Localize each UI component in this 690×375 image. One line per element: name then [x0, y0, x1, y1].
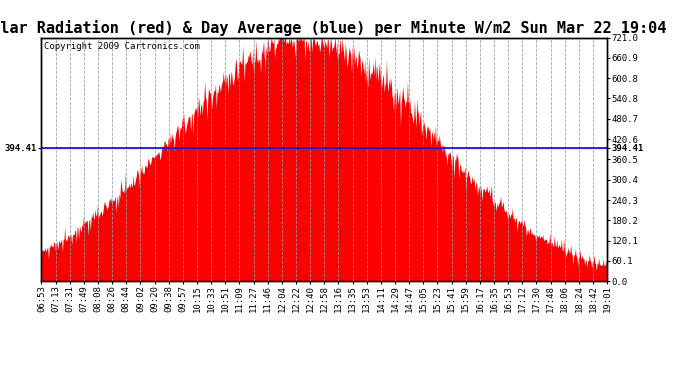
Text: Copyright 2009 Cartronics.com: Copyright 2009 Cartronics.com [44, 42, 200, 51]
Title: Solar Radiation (red) & Day Average (blue) per Minute W/m2 Sun Mar 22 19:04: Solar Radiation (red) & Day Average (blu… [0, 20, 667, 36]
